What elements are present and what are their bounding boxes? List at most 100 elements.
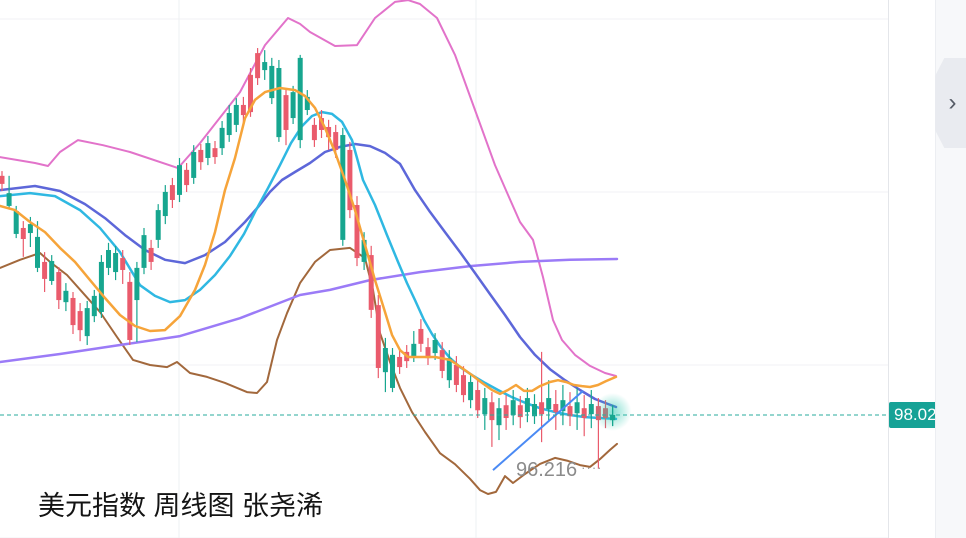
candle-up <box>113 252 119 273</box>
candle-up <box>276 68 282 138</box>
candle-up <box>610 414 616 421</box>
candle-up <box>290 92 296 119</box>
swing-low-label: 96.216 ···· <box>516 459 603 482</box>
candle-down <box>56 272 62 301</box>
candle-down <box>539 402 545 415</box>
candle-up <box>390 354 395 388</box>
candle-down <box>70 297 76 326</box>
candle-down <box>148 247 154 262</box>
candle-down <box>184 169 190 186</box>
candle-up <box>361 239 367 262</box>
candle-down <box>397 356 403 368</box>
candle-down <box>212 148 218 158</box>
candle-down <box>581 408 587 419</box>
candle-up <box>297 57 303 141</box>
candle-down <box>0 175 5 184</box>
candle-up <box>91 295 97 317</box>
candle-down <box>42 261 48 279</box>
expand-panel-button[interactable]: › <box>935 58 966 148</box>
candle-up <box>340 135 346 240</box>
candle-up <box>468 381 474 401</box>
candle-down <box>311 124 317 141</box>
ma_long-line <box>0 257 619 364</box>
ma_slow-line <box>0 142 618 409</box>
candle-down <box>375 305 381 368</box>
candle-up <box>191 152 197 178</box>
candle-up <box>560 400 566 412</box>
candle-up <box>177 165 182 195</box>
candle-down <box>326 126 332 138</box>
candle-down <box>240 104 246 116</box>
ma_fast-line <box>0 86 618 396</box>
swing-low-dots: ···· <box>581 459 603 475</box>
candle-up <box>482 398 488 415</box>
candle-down <box>20 227 26 239</box>
current-price-value: 98.022 <box>894 404 946 424</box>
candle-up <box>432 339 438 354</box>
candle-up <box>155 210 161 240</box>
candle-up <box>134 267 140 301</box>
candle-down <box>461 375 466 396</box>
candle-up <box>446 358 452 381</box>
candle-down <box>319 118 324 130</box>
candle-up <box>524 398 530 413</box>
swing-low-value: 96.216 <box>516 458 578 481</box>
candle-down <box>453 364 459 385</box>
candle-up <box>84 308 90 337</box>
candle-down <box>198 149 204 163</box>
candle-up <box>532 404 537 417</box>
chart-title: 美元指数 周线图 张尧浠 <box>38 491 324 521</box>
bb_upper-line <box>0 0 617 377</box>
candle-up <box>233 104 239 125</box>
candle-down <box>248 74 253 113</box>
candle-up <box>141 235 147 268</box>
candle-up <box>411 343 417 357</box>
candle-up <box>382 348 388 373</box>
candle-up <box>574 402 580 414</box>
price-axis[interactable] <box>888 0 937 538</box>
candle-up <box>226 112 232 136</box>
candle-down <box>354 205 360 259</box>
candle-down <box>489 402 495 421</box>
candle-down <box>333 132 339 150</box>
candle-up <box>49 261 55 281</box>
candle-up <box>546 398 552 410</box>
candle-down <box>347 149 353 211</box>
candle-down <box>283 95 289 130</box>
candle-up <box>269 65 275 99</box>
candle-up <box>27 224 33 234</box>
candle-up <box>205 143 211 158</box>
candle-up <box>98 261 104 312</box>
candle-down <box>120 258 126 270</box>
candle-up <box>6 193 12 206</box>
candle-up <box>496 408 502 426</box>
candle-down <box>77 311 83 331</box>
candle-down <box>418 328 424 344</box>
candle-down <box>368 255 374 310</box>
candle-down <box>567 406 573 417</box>
candle-up <box>262 62 268 71</box>
candle-up <box>63 290 69 303</box>
candle-down <box>475 390 481 411</box>
candle-up <box>106 250 111 268</box>
candle-up <box>588 404 594 415</box>
candle-down <box>425 347 431 359</box>
ma_mid-line <box>0 110 618 421</box>
candle-down <box>255 53 261 79</box>
candle-up <box>13 210 19 234</box>
candle-up <box>162 191 168 217</box>
candle-up <box>510 400 516 416</box>
candle-down <box>169 185 175 200</box>
trend-line[interactable] <box>492 390 584 471</box>
candle-down <box>503 405 509 419</box>
chevron-right-icon: › <box>948 89 957 116</box>
candle-up <box>35 236 40 268</box>
candle-down <box>439 350 445 371</box>
right-side-panel: › <box>935 0 966 538</box>
candle-down <box>553 404 559 413</box>
candle-down <box>127 281 133 340</box>
candle-down <box>517 405 523 418</box>
candle-up <box>219 127 225 149</box>
